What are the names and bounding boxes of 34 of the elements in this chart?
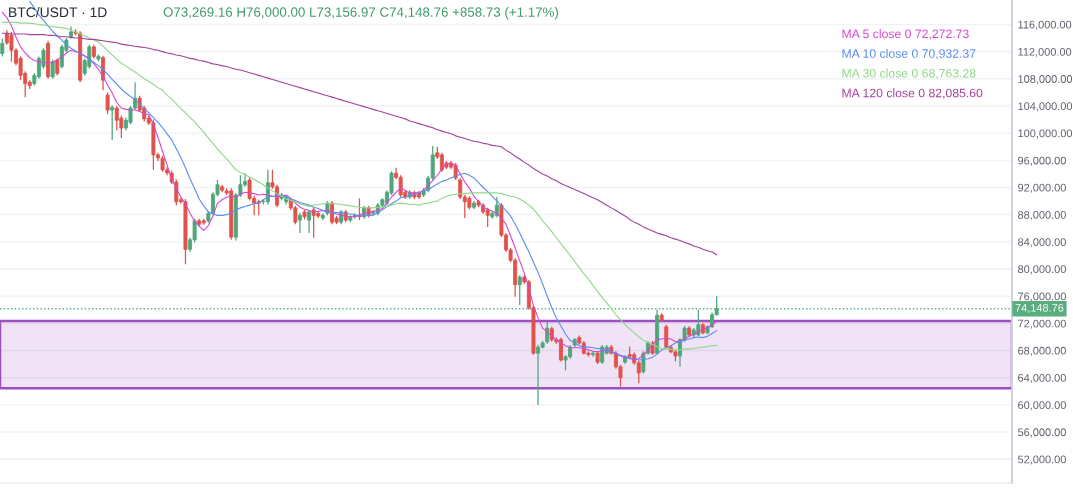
candlestick (517, 274, 522, 306)
candlestick (105, 91, 110, 115)
y-tick-label: 64,000.00 (1018, 374, 1066, 384)
y-tick-label: 96,000.00 (1018, 156, 1066, 166)
y-tick-label: 76,000.00 (1018, 292, 1066, 302)
text: MA 120 close 0 82,085.60 (842, 88, 983, 99)
candlestick (311, 207, 316, 239)
y-tick-label: 112,000.00 (1018, 47, 1072, 58)
text: MA 30 close 0 68,763.28 (842, 68, 976, 80)
y-tick-label: 52,000.00 (1017, 455, 1066, 465)
ref-line-label: 74,148.76 (1015, 303, 1064, 313)
candlestick (50, 59, 55, 80)
line-series (1, 32, 718, 256)
candlestick (297, 212, 302, 234)
y-tick-label: 84,000.00 (1018, 238, 1066, 248)
y-tick-label: 60,000.00 (1018, 401, 1066, 411)
y-tick-label: 108,000.00 (1018, 75, 1073, 85)
y-tick-label: 104,000.00 (1018, 102, 1073, 112)
y-tick-label: 116,000.00 (1018, 20, 1072, 30)
y-tick-label: 100,000.00 (1018, 129, 1073, 139)
candlestick (110, 104, 115, 141)
y-tick-label: 88,000.00 (1018, 210, 1066, 221)
candlestick (293, 205, 298, 225)
y-tick-label: 56,000.00 (1017, 428, 1066, 438)
chart-subtitle: O73,269.16 H76,000.00 L73,156.97 C74,148.76 +858.73 (+1.17%) (163, 7, 559, 20)
y-tick-label: 72,000.00 (1018, 319, 1066, 329)
candlestick (9, 31, 14, 63)
y-tick-label: 92,000.00 (1018, 183, 1066, 193)
text: MA 10 close 0 70,932.37 (842, 48, 976, 60)
y-tick-label: 80,000.00 (1018, 265, 1066, 275)
text: MA 5 close 0 72,272.73 (842, 29, 969, 40)
candlestick (696, 309, 701, 337)
candlestick (536, 344, 541, 406)
y-tick-label: 68,000.00 (1018, 346, 1066, 356)
